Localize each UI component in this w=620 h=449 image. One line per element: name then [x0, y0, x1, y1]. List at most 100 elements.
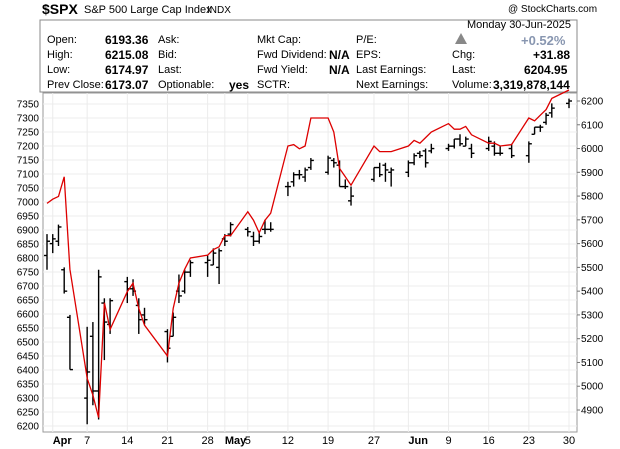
x-tick-label: 9 [445, 435, 451, 447]
left-tick-label: 7200 [17, 142, 40, 153]
ohlc-bar [261, 219, 268, 235]
right-tick-label: 5300 [581, 310, 604, 321]
left-tick-label: 6350 [17, 380, 40, 391]
chg-value: +31.88 [533, 48, 571, 62]
ohlc-bar [422, 148, 429, 168]
ohlc-bar [566, 98, 572, 109]
x-tick-label: Apr [53, 435, 73, 447]
x-tick-label: 14 [121, 435, 133, 447]
left-tick-label: 6500 [17, 338, 40, 349]
ohlc-bar [376, 162, 383, 178]
right-tick-label: 6100 [581, 120, 604, 131]
mktcap-label: Mkt Cap: [257, 34, 302, 46]
ohlc-bar [95, 269, 102, 420]
left-tick-label: 6400 [17, 366, 40, 377]
ohlc-bar [411, 153, 418, 166]
up-triangle-icon [455, 33, 467, 44]
left-tick-label: 7150 [17, 156, 40, 167]
left-tick-label: 6850 [17, 240, 40, 251]
ohlc-bar [468, 143, 475, 159]
ohlc-bar [250, 231, 257, 246]
ohlc-bar [187, 260, 194, 277]
ohlc-bar [370, 166, 377, 182]
ohlc-bar [267, 222, 274, 232]
ohlc-bar [296, 169, 303, 180]
ohlc-bar [543, 112, 550, 125]
prev-close-value: 6173.07 [105, 78, 149, 92]
last-price-value: 6204.95 [524, 63, 568, 77]
pe-label: P/E: [356, 34, 377, 46]
ohlc-bar [325, 155, 332, 175]
sctr-label: SCTR: [257, 79, 290, 91]
left-tick-label: 6600 [17, 310, 40, 321]
header-info-area [40, 32, 577, 92]
right-tick-label: 6000 [581, 144, 604, 155]
ohlc-bar [445, 143, 452, 151]
left-tick-label: 6250 [17, 408, 40, 419]
exchange: INDX [207, 5, 231, 16]
ohlc-bar [330, 158, 337, 168]
fwd-dividend-value: N/A [329, 48, 350, 62]
high-label: High: [47, 49, 73, 61]
right-tick-label: 5500 [581, 263, 604, 274]
left-tick-label: 7300 [17, 114, 40, 125]
ohlc-bar [525, 141, 532, 163]
right-tick-label: 6200 [581, 97, 604, 108]
ohlc-bars [44, 98, 572, 425]
right-axis: 4900 5000 5100 5200 5300 5400 5500 5600 5700 5800… [577, 97, 604, 417]
open-label: Open: [47, 34, 77, 46]
left-tick-label: 6200 [17, 422, 40, 433]
ohlc-bar [49, 234, 56, 254]
chg-label: Chg: [452, 49, 476, 61]
ohlc-bar [290, 172, 297, 187]
right-tick-label: 5900 [581, 168, 604, 179]
ohlc-bar [89, 322, 96, 406]
left-tick-label: 7100 [17, 170, 40, 181]
ohlc-bar [416, 150, 423, 159]
left-tick-label: 7350 [17, 100, 40, 111]
volume-value: 3,319,878,144 [493, 78, 570, 92]
eps-label: EPS: [356, 49, 382, 61]
right-tick-label: 5200 [581, 334, 604, 345]
grid-lines [43, 93, 577, 432]
right-tick-label: 5000 [581, 382, 604, 393]
next-earnings-label: Next Earnings: [356, 79, 429, 91]
right-tick-label: 5800 [581, 192, 604, 203]
ohlc-bar [66, 314, 73, 371]
ohlc-bar [61, 267, 68, 294]
right-tick-label: 5400 [581, 287, 604, 298]
ohlc-bar [307, 158, 314, 170]
ohlc-bar [302, 167, 309, 182]
optionable-value: yes [229, 78, 250, 92]
prev-close-label: Prev Close: [47, 79, 104, 91]
x-tick-label: 12 [282, 435, 294, 447]
x-tick-label: 21 [161, 435, 173, 447]
fwd-yield-label: Fwd Yield: [257, 64, 308, 76]
left-tick-label: 6450 [17, 352, 40, 363]
x-tick-label: 23 [523, 435, 535, 447]
ohlc-bar [537, 124, 544, 132]
ohlc-bar [548, 103, 555, 118]
left-tick-label: 6950 [17, 212, 40, 223]
ohlc-bar [462, 136, 469, 147]
ohlc-bar [531, 126, 538, 135]
copyright: @ StockCharts.com [508, 4, 598, 15]
x-tick-label: 16 [483, 435, 495, 447]
x-tick-label: 7 [84, 435, 90, 447]
x-tick-label: 30 [563, 435, 575, 447]
ohlc-bar [181, 269, 188, 294]
quote-date: Monday 30-Jun-2025 [467, 19, 571, 31]
ohlc-bar [508, 143, 515, 159]
high-value: 6215.08 [105, 48, 149, 62]
last-price-label: Last: [452, 64, 476, 76]
ohlc-bar [210, 248, 217, 266]
ohlc-bar [55, 224, 62, 246]
left-tick-label: 6550 [17, 324, 40, 335]
ohlc-bar [244, 226, 251, 237]
left-tick-label: 6700 [17, 282, 40, 293]
ohlc-bar [382, 162, 389, 182]
ohlc-bar [170, 312, 177, 338]
left-tick-label: 6750 [17, 268, 40, 279]
